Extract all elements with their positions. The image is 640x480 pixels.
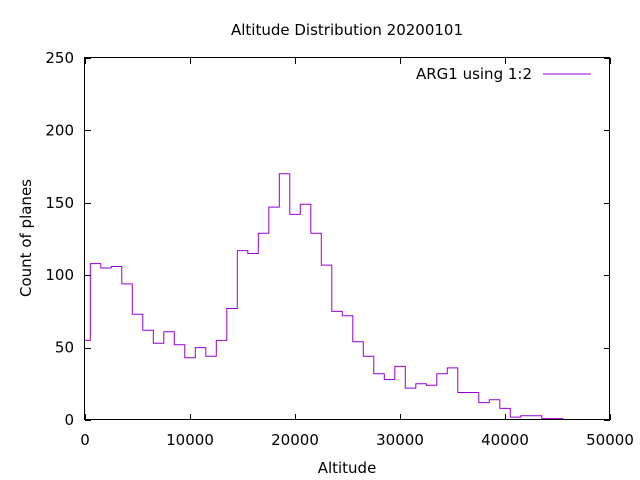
x-tick-label: 50000 (586, 431, 634, 449)
legend: ARG1 using 1:2 (416, 65, 591, 83)
legend-label: ARG1 using 1:2 (416, 65, 532, 83)
chart-title: Altitude Distribution 20200101 (231, 21, 463, 39)
x-axis-label: Altitude (318, 459, 377, 477)
tick-labels: 0 10000 20000 30000 40000 50000 0 50 100 150 200 25… (45, 49, 634, 449)
series-line-arg1 (85, 173, 564, 420)
y-tick-label: 0 (64, 411, 74, 429)
y-tick-label: 200 (45, 121, 74, 139)
y-tick-label: 250 (45, 49, 74, 67)
y-tick-label: 150 (45, 194, 74, 212)
y-tick-label: 50 (55, 339, 74, 357)
x-tick-label: 40000 (481, 431, 529, 449)
y-tick-label: 100 (45, 266, 74, 284)
axis-ticks (85, 58, 611, 421)
plot-frame (84, 57, 610, 420)
x-tick-label: 30000 (376, 431, 424, 449)
y-axis-label: Count of planes (17, 179, 35, 297)
x-tick-label: 20000 (271, 431, 319, 449)
x-tick-label: 0 (80, 431, 90, 449)
x-tick-label: 10000 (166, 431, 214, 449)
